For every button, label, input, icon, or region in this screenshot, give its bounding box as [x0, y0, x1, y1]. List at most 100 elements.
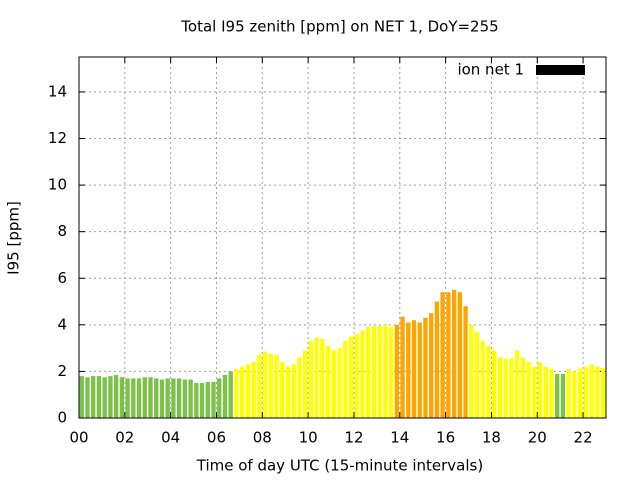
chart-title: Total I95 zenith [ppm] on NET 1, DoY=255	[180, 18, 498, 36]
bar	[469, 324, 474, 418]
bar	[446, 292, 451, 418]
bar	[532, 366, 537, 418]
bar	[595, 366, 600, 418]
bar	[589, 364, 594, 418]
bar	[171, 378, 176, 418]
bar	[514, 350, 520, 418]
y-tick-label: 14	[48, 82, 67, 100]
bar	[406, 322, 411, 418]
bar	[297, 357, 302, 418]
x-tick-label: 22	[574, 429, 593, 447]
bar	[566, 369, 571, 418]
bar	[176, 378, 182, 418]
x-tick-label: 18	[482, 429, 501, 447]
bar	[108, 376, 113, 418]
bar	[257, 355, 262, 418]
bar	[549, 369, 554, 418]
y-tick-label: 4	[57, 315, 67, 333]
bar	[492, 350, 497, 418]
x-tick-label: 04	[161, 429, 180, 447]
bar	[583, 366, 589, 418]
y-tick-label: 12	[48, 129, 67, 147]
bar	[486, 345, 491, 418]
bar	[182, 379, 188, 418]
bar	[325, 345, 331, 418]
bar	[463, 306, 468, 418]
bar	[280, 362, 285, 418]
bar	[308, 341, 314, 418]
bar	[400, 316, 405, 418]
bar	[314, 337, 319, 418]
y-tick-label: 10	[48, 176, 67, 194]
y-tick-label: 0	[57, 409, 67, 427]
bar	[211, 381, 216, 418]
bar	[303, 350, 308, 418]
bar	[239, 366, 245, 418]
bar	[474, 331, 480, 418]
x-tick-label: 00	[69, 429, 88, 447]
bar	[125, 378, 130, 418]
y-axis-label: I95 [ppm]	[5, 201, 23, 275]
bar	[348, 336, 354, 418]
bar	[572, 371, 577, 418]
bar	[131, 378, 136, 418]
bar	[354, 334, 359, 418]
bar	[154, 378, 159, 418]
bar	[291, 364, 296, 418]
bar	[102, 377, 107, 418]
bar	[205, 381, 210, 418]
bar	[159, 379, 165, 418]
bar	[268, 353, 273, 418]
bar	[96, 376, 102, 418]
bar	[371, 326, 377, 418]
bar	[503, 358, 508, 418]
y-tick-label: 2	[57, 362, 67, 380]
bar	[85, 377, 90, 418]
y-tick-label: 6	[57, 269, 67, 287]
bar	[509, 358, 514, 418]
bar	[366, 327, 371, 418]
bar	[343, 341, 348, 418]
bar	[429, 313, 434, 418]
bar	[360, 330, 365, 418]
bar	[142, 377, 147, 418]
bar	[245, 364, 251, 418]
bar	[228, 371, 233, 418]
bar	[411, 320, 417, 418]
x-tick-label: 16	[436, 429, 455, 447]
bar	[543, 366, 548, 418]
bar	[388, 327, 394, 418]
bar	[113, 374, 119, 418]
x-tick-label: 12	[344, 429, 363, 447]
bar	[394, 324, 399, 418]
x-tick-label: 14	[390, 429, 409, 447]
bar	[199, 383, 205, 418]
plot-frame	[78, 56, 607, 419]
bar	[274, 355, 279, 418]
legend-swatch	[536, 65, 585, 75]
bar	[188, 379, 193, 418]
x-tick-label: 02	[115, 429, 134, 447]
bar	[136, 378, 142, 418]
y-tick-label: 8	[57, 222, 67, 240]
bar	[417, 322, 422, 418]
bar	[497, 357, 503, 418]
bar	[526, 362, 531, 418]
bar	[262, 351, 268, 418]
x-tick-label: 20	[528, 429, 547, 447]
bar	[537, 362, 543, 418]
bar	[234, 369, 239, 418]
bar	[560, 373, 566, 418]
bar	[383, 324, 388, 418]
x-axis-label: Time of day UTC (15-minute intervals)	[196, 457, 483, 475]
bar	[217, 378, 222, 418]
bar	[451, 289, 457, 418]
bar	[285, 366, 291, 418]
x-tick-label: 08	[253, 429, 272, 447]
bar	[520, 357, 526, 418]
bar	[91, 376, 96, 418]
bar	[148, 377, 153, 418]
bar	[337, 348, 342, 418]
